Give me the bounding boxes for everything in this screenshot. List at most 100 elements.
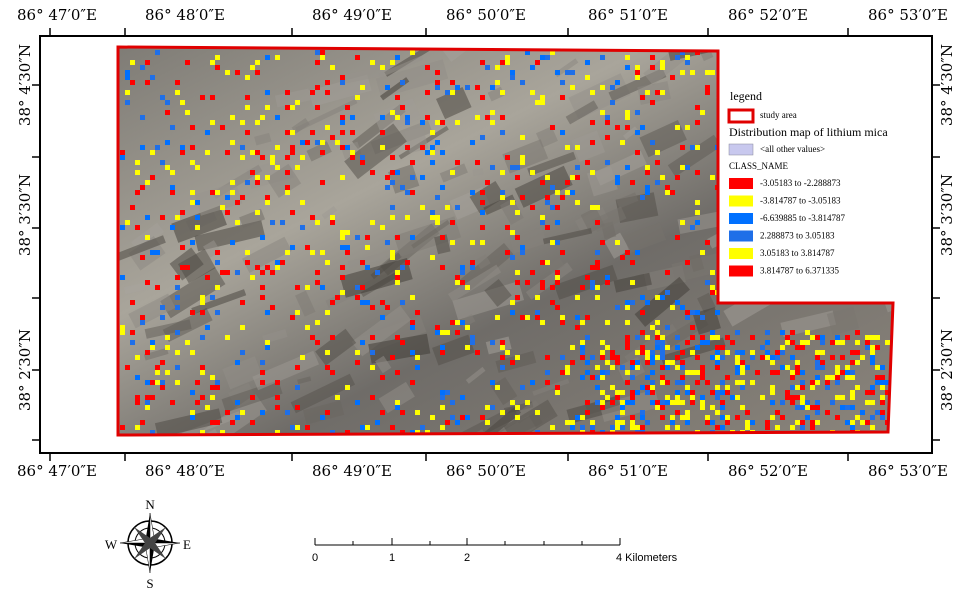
class-pixel: [390, 425, 395, 430]
class-pixel: [640, 295, 645, 300]
class-pixel: [640, 415, 645, 420]
class-pixel: [645, 335, 650, 340]
class-pixel: [570, 345, 575, 350]
class-pixel: [450, 90, 455, 95]
class-pixel: [330, 220, 335, 225]
longitude-label: 86° 49′0″E: [312, 6, 392, 24]
class-pixel: [135, 225, 140, 230]
class-pixel: [645, 420, 650, 425]
class-pixel: [410, 190, 415, 195]
class-pixel: [750, 355, 755, 360]
class-pixel: [475, 160, 480, 165]
class-pixel: [395, 405, 400, 410]
class-pixel: [635, 130, 640, 135]
class-pixel: [360, 285, 365, 290]
class-pixel: [630, 415, 635, 420]
class-pixel: [570, 190, 575, 195]
class-pixel: [250, 170, 255, 175]
class-pixel: [800, 420, 805, 425]
class-pixel: [645, 190, 650, 195]
class-pixel: [650, 100, 655, 105]
class-pixel: [175, 295, 180, 300]
class-pixel: [215, 190, 220, 195]
class-pixel: [675, 355, 680, 360]
class-pixel: [225, 70, 230, 75]
class-pixel: [615, 305, 620, 310]
class-pixel: [530, 65, 535, 70]
class-pixel: [350, 155, 355, 160]
class-pixel: [805, 415, 810, 420]
class-pixel: [255, 210, 260, 215]
class-pixel: [590, 425, 595, 430]
class-pixel: [120, 425, 125, 430]
class-pixel: [700, 110, 705, 115]
class-pixel: [200, 95, 205, 100]
class-pixel: [440, 265, 445, 270]
class-pixel: [710, 330, 715, 335]
class-pixel: [600, 375, 605, 380]
class-pixel: [370, 335, 375, 340]
class-pixel: [600, 340, 605, 345]
class-pixel: [810, 385, 815, 390]
class-pixel: [705, 240, 710, 245]
class-pixel: [340, 235, 345, 240]
west-label: W: [105, 537, 118, 552]
class-pixel: [690, 350, 695, 355]
class-pixel: [505, 350, 510, 355]
legend-label: -3.05183 to -2.288873: [760, 178, 841, 188]
class-pixel: [390, 205, 395, 210]
class-pixel: [445, 330, 450, 335]
class-pixel: [465, 325, 470, 330]
class-pixel: [275, 265, 280, 270]
class-pixel: [340, 175, 345, 180]
class-pixel: [580, 375, 585, 380]
class-pixel: [470, 260, 475, 265]
class-pixel: [255, 150, 260, 155]
class-pixel: [295, 385, 300, 390]
class-pixel: [170, 225, 175, 230]
class-pixel: [135, 395, 140, 400]
class-pixel: [300, 140, 305, 145]
legend-swatch: [729, 213, 753, 224]
class-pixel: [265, 90, 270, 95]
legend-label: 3.05183 to 3.814787: [760, 248, 835, 258]
class-pixel: [735, 395, 740, 400]
class-pixel: [645, 350, 650, 355]
class-pixel: [270, 160, 275, 165]
page: legend study area Distribution map of li…: [0, 0, 966, 592]
class-pixel: [640, 350, 645, 355]
class-pixel: [560, 320, 565, 325]
class-pixel: [435, 85, 440, 90]
class-pixel: [790, 395, 795, 400]
class-pixel: [690, 335, 695, 340]
class-pixel: [850, 395, 855, 400]
class-pixel: [580, 340, 585, 345]
class-pixel: [175, 330, 180, 335]
class-pixel: [160, 385, 165, 390]
class-pixel: [665, 325, 670, 330]
class-pixel: [675, 345, 680, 350]
class-pixel: [810, 380, 815, 385]
class-pixel: [625, 110, 630, 115]
class-pixel: [640, 345, 645, 350]
class-pixel: [515, 210, 520, 215]
class-pixel: [135, 375, 140, 380]
class-pixel: [860, 355, 865, 360]
class-pixel: [545, 370, 550, 375]
class-pixel: [440, 390, 445, 395]
class-pixel: [595, 385, 600, 390]
class-pixel: [160, 315, 165, 320]
class-pixel: [495, 80, 500, 85]
class-pixel: [650, 140, 655, 145]
class-pixel: [650, 390, 655, 395]
class-pixel: [510, 300, 515, 305]
class-pixel: [255, 265, 260, 270]
class-pixel: [640, 95, 645, 100]
latitude-label: 38° 4′30″N: [938, 44, 956, 126]
class-pixel: [430, 160, 435, 165]
class-pixel: [605, 275, 610, 280]
longitude-label: 86° 51′0″E: [588, 462, 668, 480]
class-pixel: [545, 195, 550, 200]
class-pixel: [585, 160, 590, 165]
class-pixel: [145, 60, 150, 65]
